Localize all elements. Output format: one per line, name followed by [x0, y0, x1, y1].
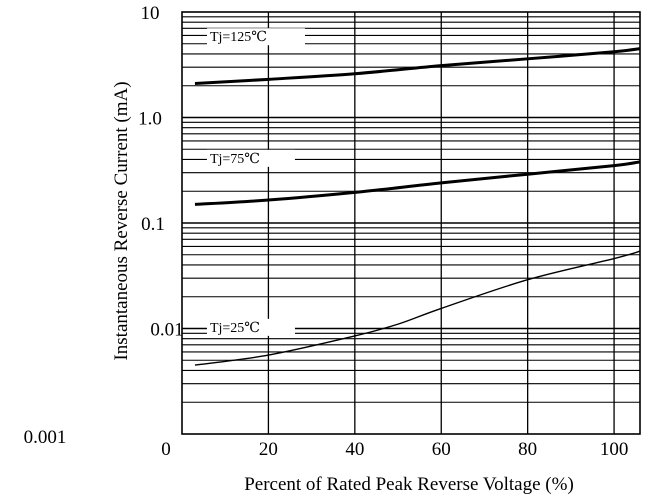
- plot-frame: [181, 11, 641, 435]
- series-label-text: Tj=125℃: [210, 30, 267, 45]
- series-label-2: Tj=25℃: [206, 318, 295, 336]
- series-label-bg: [206, 318, 295, 336]
- x-tick-label: 100: [600, 439, 629, 460]
- y-tick-label: 0.01: [150, 320, 183, 341]
- y-tick-label: 0.001: [24, 427, 67, 448]
- series-curves: [194, 47, 641, 366]
- x-tick-label: 20: [259, 439, 278, 460]
- plot-grid: [181, 11, 641, 435]
- tick-labels: 0 20 40 60 80 100 10 1.0 0.1 0.01 0.001: [24, 3, 629, 460]
- series-label-1: Tj=75℃: [206, 149, 295, 167]
- y-axis-title: Instantaneous Reverse Current (mA): [111, 81, 132, 360]
- series-label-text: Tj=25℃: [210, 321, 260, 336]
- series-label-bg: [206, 149, 295, 167]
- x-tick-label: 80: [518, 439, 537, 460]
- y-tick-label: 1.0: [138, 109, 162, 130]
- x-tick-label: 0: [161, 439, 171, 460]
- x-tick-label: 40: [345, 439, 364, 460]
- series-label-text: Tj=75℃: [210, 152, 260, 167]
- x-axis-title: Percent of Rated Peak Reverse Voltage (%…: [244, 474, 574, 495]
- x-tick-label: 60: [432, 439, 451, 460]
- y-tick-label: 0.1: [141, 214, 165, 235]
- series-line-0: [194, 47, 641, 86]
- y-tick-label: 10: [141, 3, 160, 24]
- series-line-1: [194, 160, 641, 206]
- series-label-0: Tj=125℃: [206, 28, 305, 46]
- series-line-2: [194, 250, 641, 366]
- series-label-bg: [206, 28, 305, 46]
- series-labels: Tj=125℃ Tj=75℃ Tj=25℃: [206, 28, 305, 336]
